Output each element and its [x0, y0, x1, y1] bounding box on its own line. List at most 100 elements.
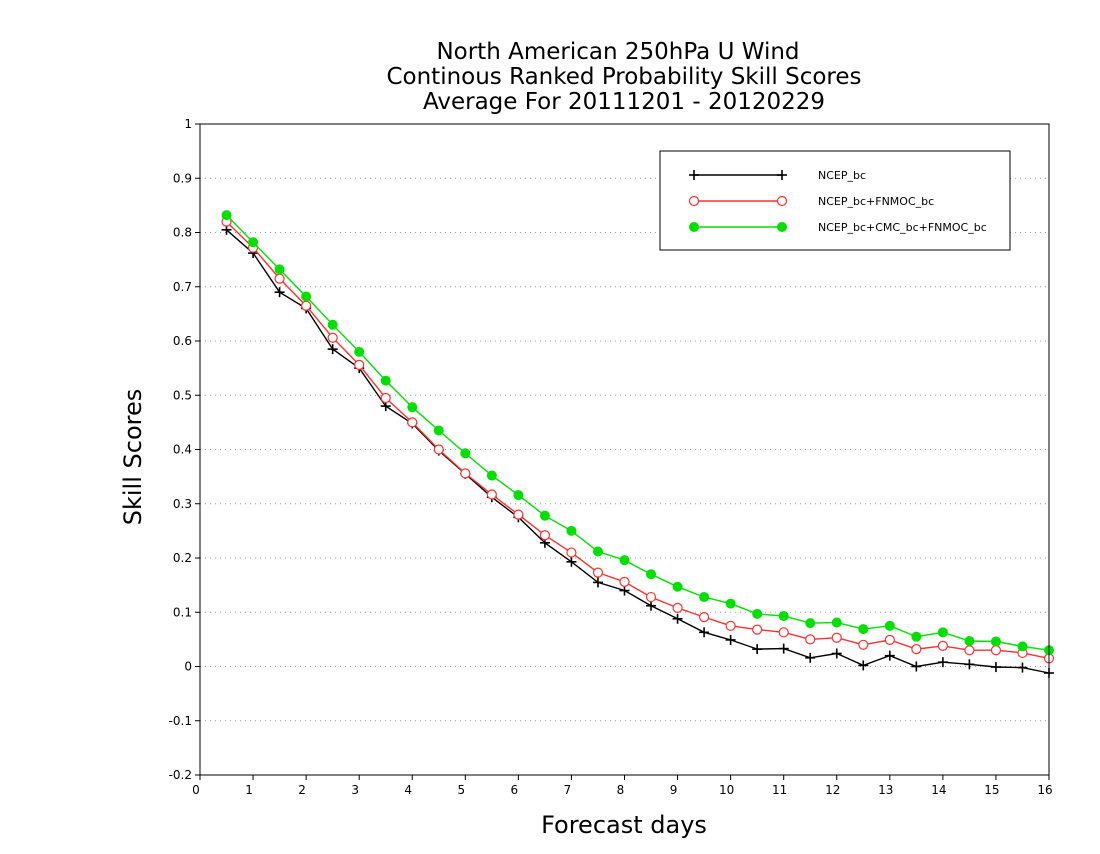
x-tick-label: 16: [1037, 783, 1052, 797]
series-2-point: [433, 444, 444, 455]
series-3-point: [990, 636, 1001, 647]
series-3-point: [486, 470, 497, 481]
x-tick-label: 0: [192, 783, 200, 797]
x-tick-label: 6: [511, 783, 519, 797]
y-tick-label: 0.7: [173, 280, 192, 294]
y-tick-label: -0.2: [169, 768, 192, 782]
series-2-point: [858, 639, 869, 650]
y-tick-label: 0.1: [173, 605, 192, 619]
series-2-point: [884, 634, 895, 646]
series-2-point: [778, 627, 789, 638]
series-3-point: [964, 636, 975, 647]
series-1-line: [226, 229, 1050, 674]
series-2-point: [407, 417, 418, 428]
x-tick-label: 8: [617, 783, 625, 797]
series-2-point: [911, 644, 922, 655]
series-3-point: [460, 448, 471, 459]
series-2-point: [274, 273, 285, 284]
legend-marker-right: [777, 222, 787, 232]
series-3-point: [221, 210, 232, 221]
data-series: [221, 210, 1055, 679]
series-3-point: [752, 608, 763, 619]
x-tick-label: 9: [670, 783, 678, 797]
series-3-point: [937, 627, 948, 638]
x-tick-label: 14: [931, 783, 946, 797]
series-2-point: [805, 634, 816, 645]
y-tick-label: 0.5: [173, 388, 192, 402]
y-tick-label: -0.1: [169, 714, 192, 728]
y-tick-label: 0.9: [173, 171, 192, 185]
series-3-point: [699, 592, 710, 603]
legend: NCEP_bc NCEP_bc+FNMOC_bc NCEP_bc+CMC_bc+FN…: [659, 150, 1011, 251]
series-2: [221, 216, 1055, 664]
series-2-point: [752, 624, 763, 635]
series-2-point: [513, 509, 524, 520]
y-tick-label: 0.8: [173, 226, 192, 240]
series-2-point: [566, 547, 577, 558]
series-3-point: [539, 510, 550, 521]
series-3-point: [513, 490, 524, 501]
legend-label: NCEP_bc+CMC_bc+FNMOC_bc: [818, 221, 987, 234]
y-tick-label: 0.3: [173, 497, 192, 511]
series-3-point: [911, 631, 922, 642]
x-tick-label: 1: [245, 783, 253, 797]
legend-label: NCEP_bc+FNMOC_bc: [818, 195, 934, 208]
chart-title-line-1: North American 250hPa U Wind: [436, 39, 799, 65]
series-3-point: [248, 237, 259, 248]
chart-title-line-2: Continous Ranked Probability Skill Score…: [386, 64, 861, 90]
series-3-point: [805, 618, 816, 629]
series-3-point: [592, 546, 603, 557]
series-3-point: [327, 319, 338, 330]
y-tick-label: 0: [184, 660, 192, 674]
legend-marker-left: [688, 195, 700, 207]
series-2-point: [964, 645, 975, 656]
series-2-point: [698, 612, 710, 623]
x-axis-label: Forecast days: [541, 811, 707, 839]
series-2-point: [619, 576, 630, 587]
y-tick-label: 0.4: [173, 443, 192, 457]
y-tick-label: 0.2: [173, 551, 192, 565]
series-3-point: [566, 525, 577, 536]
series-3-point: [1017, 641, 1028, 652]
series-3-point: [884, 620, 895, 631]
legend-entry-1: NCEP_bc: [689, 169, 866, 182]
y-tick-label: 0.6: [173, 334, 192, 348]
x-tick-label: 10: [719, 783, 734, 797]
legend-entry-2: NCEP_bc+FNMOC_bc: [688, 195, 934, 208]
x-tick-label: 13: [878, 783, 893, 797]
legend-marker-left: [689, 222, 699, 232]
series-1: [221, 224, 1054, 679]
series-2-point: [460, 468, 471, 479]
series-3-point: [725, 598, 736, 609]
series-3-point: [380, 375, 391, 386]
legend-entry-3: NCEP_bc+CMC_bc+FNMOC_bc: [689, 221, 987, 234]
series-3-point: [858, 624, 869, 635]
x-tick-label: 15: [984, 783, 999, 797]
x-tick-label: 5: [457, 783, 465, 797]
series-3-point: [778, 611, 789, 622]
series-3-point: [354, 346, 365, 357]
series-3: [221, 210, 1054, 656]
legend-label: NCEP_bc: [818, 169, 866, 182]
series-2-point: [380, 392, 391, 404]
gridlines: [200, 177, 1049, 722]
series-2-point: [937, 640, 948, 651]
series-2-point: [990, 645, 1002, 656]
series-2-point: [486, 489, 497, 500]
series-2-point: [645, 591, 657, 603]
series-3-point: [672, 581, 683, 592]
axes: -0.2-0.100.10.20.30.40.50.60.70.80.910 1 2…: [169, 117, 1053, 797]
series-3-point: [301, 291, 312, 302]
series-3-point: [274, 264, 285, 275]
series-3-line: [225, 214, 1050, 651]
x-tick-label: 12: [825, 783, 840, 797]
chart-title-line-3: Average For 20111201 - 20120229: [423, 89, 825, 115]
y-axis-label: Skill Scores: [119, 389, 147, 526]
series-3-point: [433, 425, 444, 436]
series-2-point: [301, 300, 312, 311]
legend-marker-right: [776, 195, 788, 207]
series-3-point: [619, 555, 630, 566]
series-2-point: [354, 359, 365, 370]
x-tick-label: 7: [564, 783, 572, 797]
